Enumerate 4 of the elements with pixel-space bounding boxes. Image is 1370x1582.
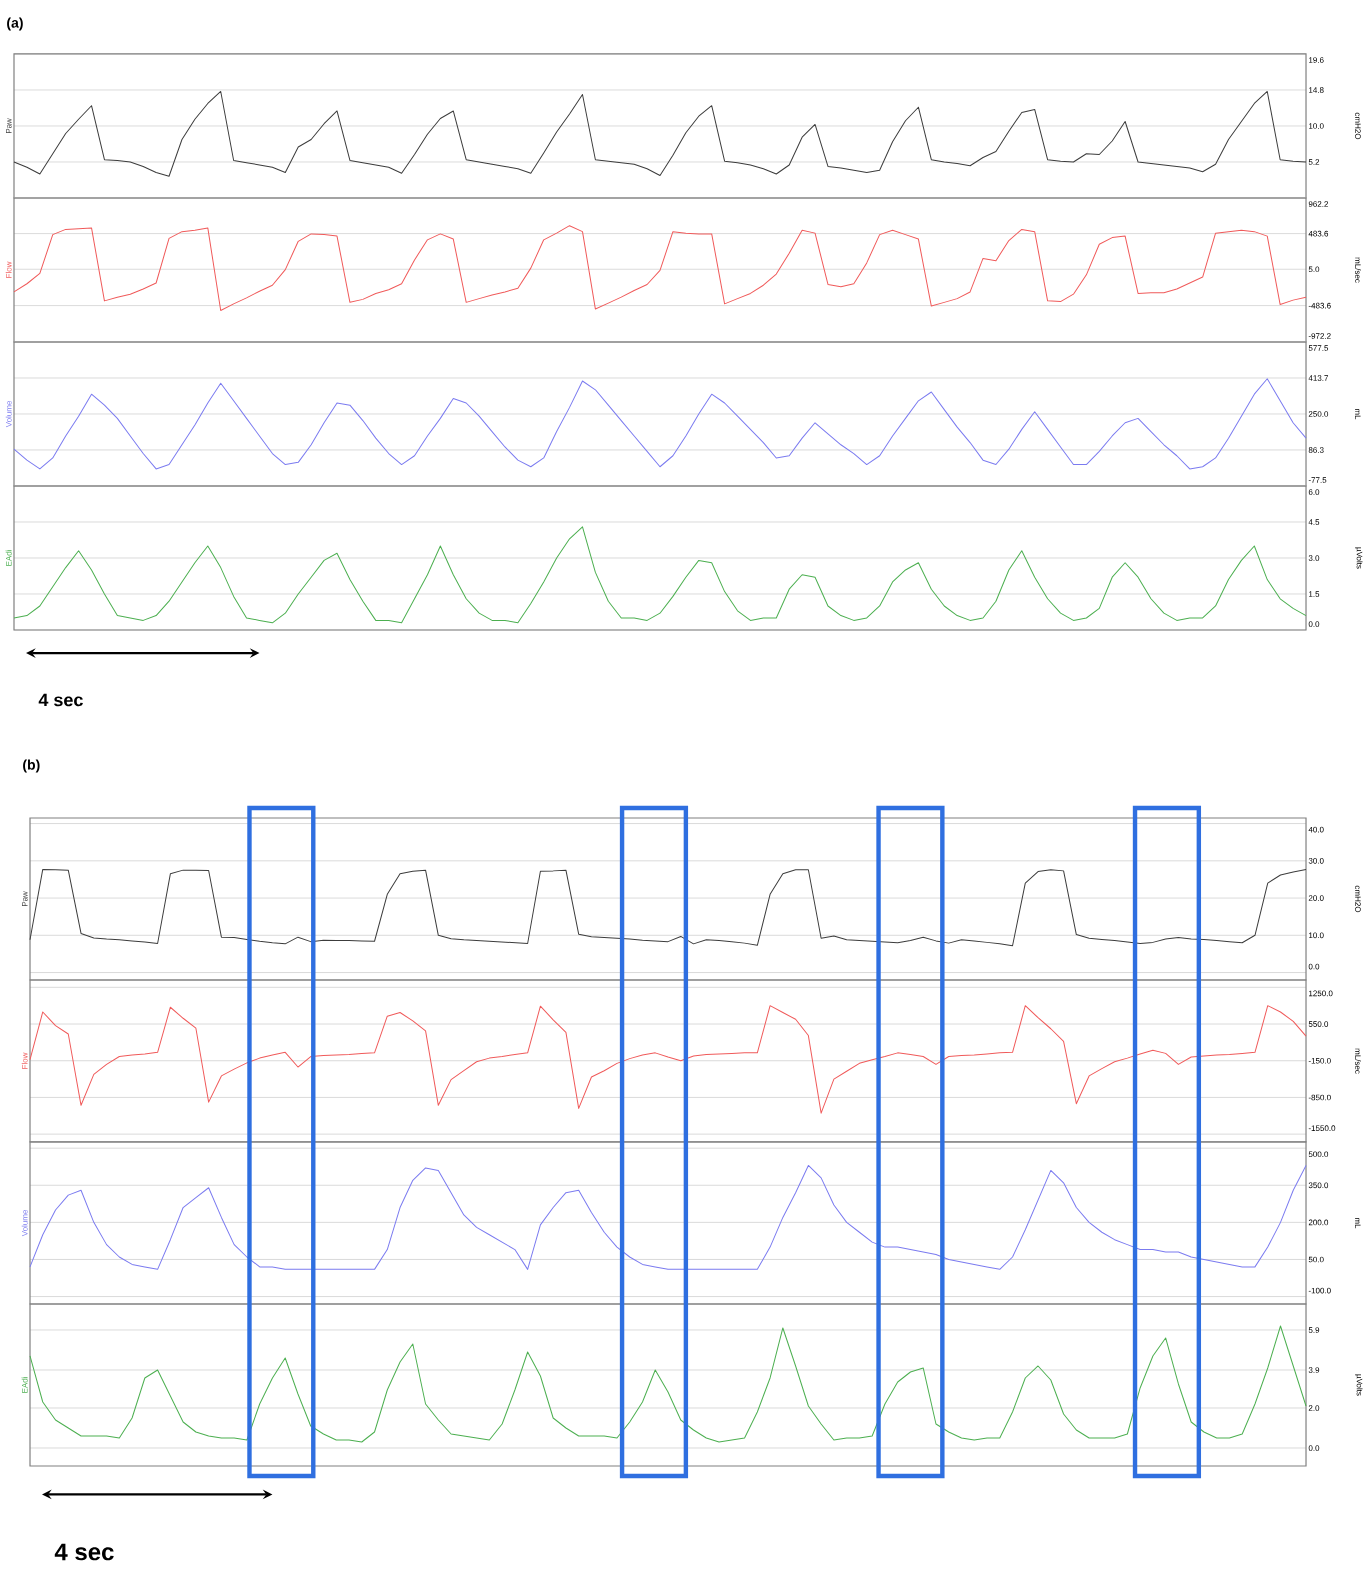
text: 4 sec bbox=[54, 1543, 114, 1561]
line-series bbox=[13, 378, 1307, 470]
text: 4 sec bbox=[38, 693, 83, 707]
line-series bbox=[13, 526, 1307, 624]
